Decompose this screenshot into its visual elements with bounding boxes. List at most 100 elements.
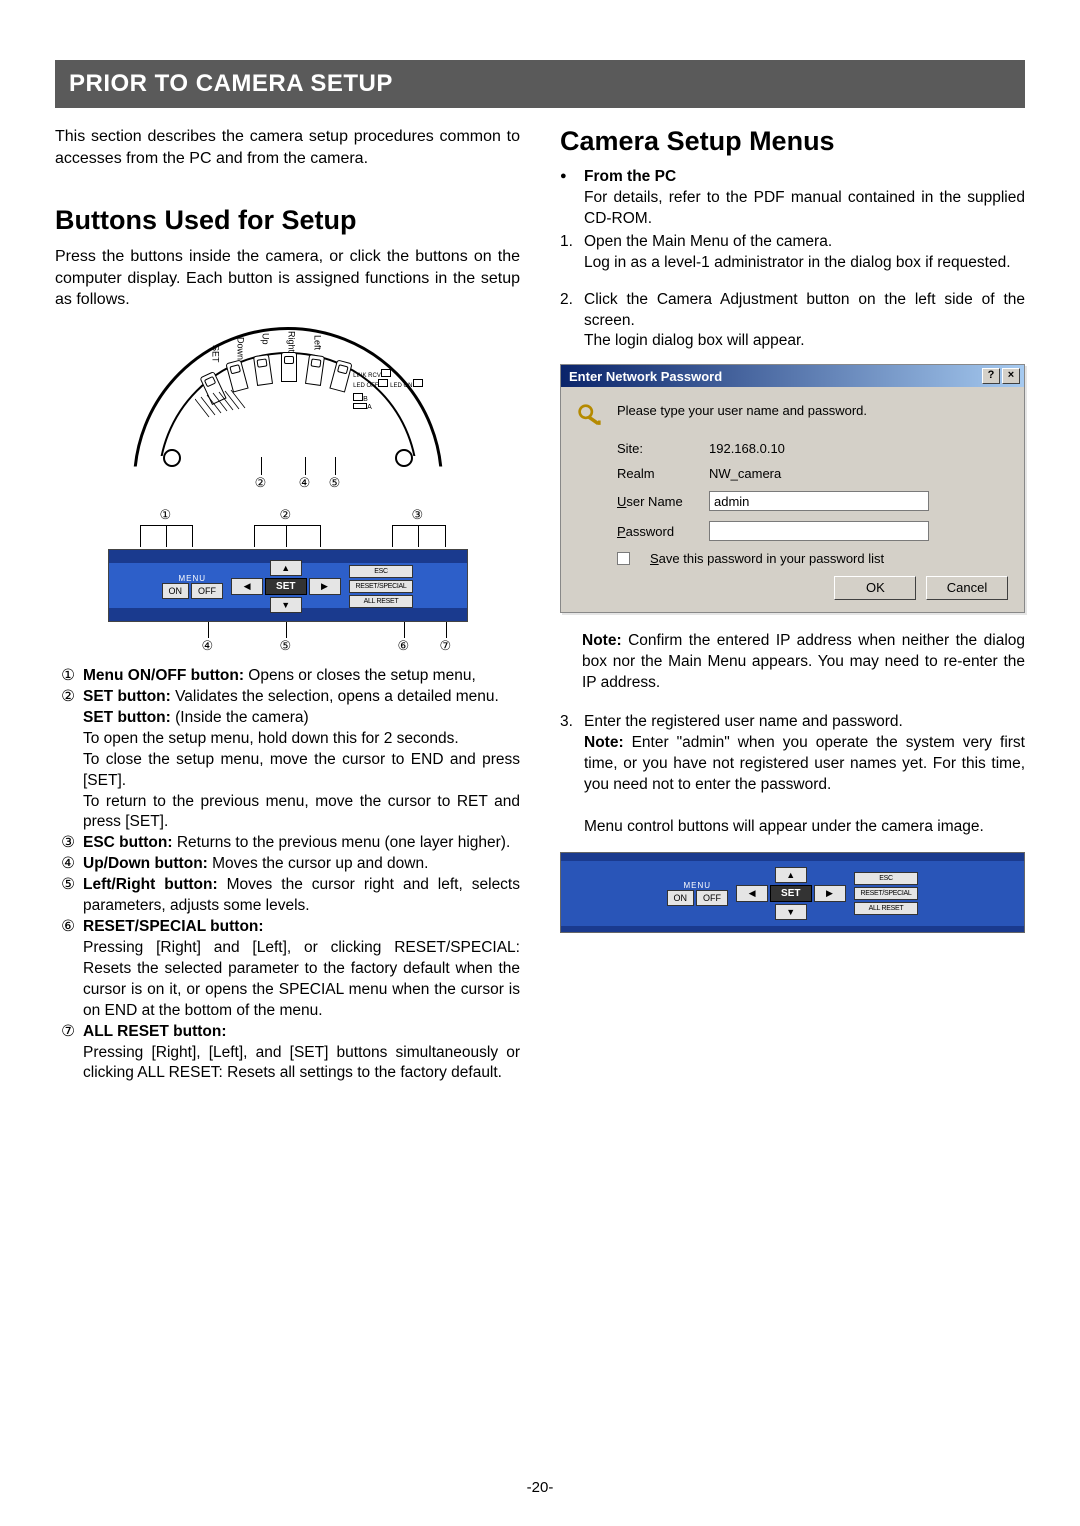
left-button[interactable]: ◀ <box>231 578 263 595</box>
realm-value: NW_camera <box>709 466 781 481</box>
cam-label-up: Up <box>261 333 271 345</box>
menu-on-button[interactable]: ON <box>162 583 190 599</box>
panel-marker-3: ③ <box>412 507 424 523</box>
list-item-title: SET button: <box>83 688 171 705</box>
mini-left-button[interactable]: ◀ <box>736 885 768 902</box>
button-definitions: ① Menu ON/OFF button: Opens or closes the… <box>55 666 520 1084</box>
left-column: This section describes the camera setup … <box>55 126 520 1084</box>
step-2b: The login dialog box will appear. <box>584 332 805 349</box>
step-3a: Enter the registered user name and passw… <box>584 713 903 730</box>
panel-marker-5: ⑤ <box>280 638 292 654</box>
cancel-button[interactable]: Cancel <box>926 576 1008 600</box>
mini-esc-button[interactable]: ESC <box>854 872 919 885</box>
list-marker: ⑦ <box>55 1022 75 1085</box>
username-input[interactable] <box>709 491 929 511</box>
step-1-marker: 1. <box>560 232 578 274</box>
mini-right-button[interactable]: ▶ <box>814 885 846 902</box>
hatching-icon <box>195 389 253 425</box>
cam-marker-4: ④ <box>297 475 313 491</box>
mini-off-button[interactable]: OFF <box>696 890 728 906</box>
reset-special-button[interactable]: RESET/SPECIAL <box>349 580 414 593</box>
help-icon[interactable]: ? <box>982 368 1000 384</box>
right-button[interactable]: ▶ <box>309 578 341 595</box>
dialog-prompt: Please type your user name and password. <box>617 403 867 418</box>
list-item: ESC button: Returns to the previous menu… <box>83 833 520 854</box>
small-boxes: LINK RCV LED OFF LED ON B A <box>353 369 422 411</box>
step-1a: Open the Main Menu of the camera. <box>584 233 832 250</box>
list-marker: ④ <box>55 854 75 875</box>
list-item: RESET/SPECIAL button:Pressing [Right] an… <box>83 917 520 1022</box>
list-item-title: Menu ON/OFF button: <box>83 667 244 684</box>
list-item-title: ALL RESET button: <box>83 1023 227 1040</box>
close-icon[interactable]: × <box>1002 368 1020 384</box>
bullet-dot-icon <box>560 167 578 230</box>
cam-marker-5: ⑤ <box>327 475 343 491</box>
panel-marker-2: ② <box>280 507 292 523</box>
from-pc-label: From the PC <box>584 168 676 185</box>
site-value: 192.168.0.10 <box>709 441 785 456</box>
panel-marker-7: ⑦ <box>440 638 452 654</box>
realm-label: Realm <box>617 466 695 481</box>
cam-label-right: Right <box>287 331 297 352</box>
password-label: Password <box>617 524 695 539</box>
mini-down-button[interactable]: ▼ <box>775 904 807 920</box>
list-marker: ① <box>55 666 75 687</box>
left-heading: Buttons Used for Setup <box>55 205 520 236</box>
step-3-note: Enter "admin" when you operate the syste… <box>584 734 1025 793</box>
list-marker: ③ <box>55 833 75 854</box>
cam-label-left: Left <box>313 335 323 350</box>
login-dialog: Enter Network Password ? × Please type y… <box>560 364 1025 613</box>
mini-up-button[interactable]: ▲ <box>775 867 807 883</box>
from-pc-text: For details, refer to the PDF manual con… <box>584 189 1025 227</box>
intro-paragraph: This section describes the camera setup … <box>55 126 520 169</box>
list-item-title: Left/Right button: <box>83 876 218 893</box>
mini-on-button[interactable]: ON <box>667 890 695 906</box>
cam-marker-2: ② <box>253 475 269 491</box>
mini-reset-button[interactable]: RESET/SPECIAL <box>854 887 919 900</box>
list-item-title: Up/Down button: <box>83 855 208 872</box>
cam-label-set: SET <box>211 345 221 363</box>
dialog-title: Enter Network Password <box>569 369 722 384</box>
panel-marker-1: ① <box>160 507 172 523</box>
step-2-marker: 2. <box>560 290 578 353</box>
mini-allreset-button[interactable]: ALL RESET <box>854 902 919 915</box>
cam-label-down: Down <box>236 337 246 360</box>
mini-set-button[interactable]: SET <box>770 885 811 902</box>
right-heading: Camera Setup Menus <box>560 126 1025 157</box>
panel-marker-4: ④ <box>202 638 214 654</box>
list-item: Menu ON/OFF button: Opens or closes the … <box>83 666 520 687</box>
all-reset-button[interactable]: ALL RESET <box>349 595 414 608</box>
menu-off-button[interactable]: OFF <box>191 583 223 599</box>
list-marker: ⑥ <box>55 917 75 1022</box>
site-label: Site: <box>617 441 695 456</box>
left-desc: Press the buttons inside the camera, or … <box>55 246 520 311</box>
menu-group: MENU ON OFF <box>162 574 224 599</box>
down-button[interactable]: ▼ <box>270 597 302 613</box>
username-label: User Name <box>617 494 695 509</box>
step-1b: Log in as a level-1 administrator in the… <box>584 254 1011 271</box>
list-marker: ② <box>55 687 75 833</box>
list-item: Left/Right button: Moves the cursor righ… <box>83 875 520 917</box>
password-input[interactable] <box>709 521 929 541</box>
save-password-label: Save this password in your password list <box>650 551 884 566</box>
panel-marker-6: ⑥ <box>398 638 410 654</box>
note1-label: Note: <box>582 632 628 649</box>
set-button[interactable]: SET <box>265 578 306 595</box>
right-column: Camera Setup Menus From the PC For detai… <box>560 126 1025 1084</box>
step-3-note-label: Note: <box>584 734 632 751</box>
list-marker: ⑤ <box>55 875 75 917</box>
control-panel-diagram: ① ② ③ MENU ON <box>108 525 468 648</box>
mini-control-panel: MENU ON OFF ▲ ◀ SET ▶ ▼ <box>560 852 1025 933</box>
step-3c: Menu control buttons will appear under t… <box>584 818 984 835</box>
save-password-checkbox[interactable] <box>617 552 630 565</box>
list-item: Up/Down button: Moves the cursor up and … <box>83 854 520 875</box>
page-header: PRIOR TO CAMERA SETUP <box>55 60 1025 108</box>
ok-button[interactable]: OK <box>834 576 916 600</box>
up-button[interactable]: ▲ <box>270 560 302 576</box>
list-item: ALL RESET button:Pressing [Right], [Left… <box>83 1022 520 1085</box>
list-item-title: ESC button: <box>83 834 173 851</box>
list-item: SET button: Validates the selection, ope… <box>83 687 520 833</box>
camera-diagram: SET Down Up Right Left LINK RCV LED OFF … <box>133 327 443 507</box>
esc-button[interactable]: ESC <box>349 565 414 578</box>
list-item-title: RESET/SPECIAL button: <box>83 918 264 935</box>
